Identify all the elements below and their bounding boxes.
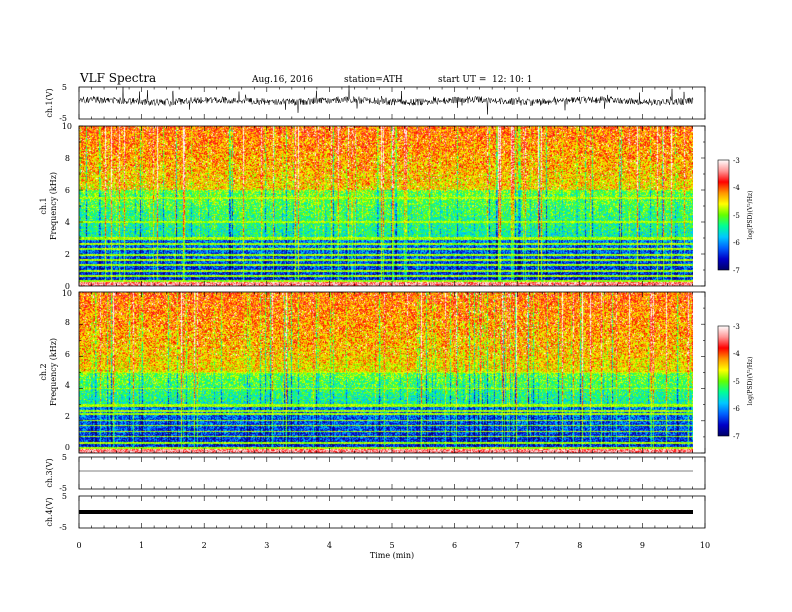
x-axis: 0 1 2 3 4 5 6 7 8 9 10 Time (min) bbox=[76, 541, 710, 560]
xtick-10: 10 bbox=[700, 541, 710, 550]
spec1-yticks: 0 2 4 6 8 10 bbox=[62, 122, 72, 291]
xtick-7: 7 bbox=[515, 541, 520, 550]
spec1-ytick-4: 4 bbox=[65, 218, 70, 227]
spec2-ylabel: Frequency (kHz) bbox=[49, 338, 58, 406]
spec1-colorbar-frame bbox=[717, 159, 730, 271]
figure-title: VLF Spectra bbox=[79, 71, 156, 85]
spec2-colorbar-gradient bbox=[718, 326, 729, 436]
spec1-ytick-8: 8 bbox=[65, 154, 70, 163]
ch3-ylabel: ch.3(V) bbox=[45, 458, 54, 487]
ch3-ytick-bottom: -5 bbox=[59, 484, 67, 493]
xtick-9: 9 bbox=[640, 541, 645, 550]
xtick-2: 2 bbox=[202, 541, 207, 550]
spec1-colorbar-gradient bbox=[718, 160, 729, 270]
spec1-cbar-tick-6: -6 bbox=[733, 239, 740, 247]
spec1-ytick-0: 0 bbox=[65, 282, 70, 291]
spec1-panel: 0 2 4 6 8 10 ch.1 Frequency (kHz) -3 -4 … bbox=[39, 122, 754, 291]
xtick-1: 1 bbox=[139, 541, 144, 550]
ch1-trace bbox=[78, 85, 694, 115]
spec2-cbar-tick-3: -3 bbox=[733, 323, 740, 331]
spec2-ytick-4: 4 bbox=[65, 381, 70, 390]
spec1-cbar-tick-5: -5 bbox=[733, 212, 740, 220]
spec2-ytick-0: 0 bbox=[65, 443, 70, 452]
spec1-cbar-tick-7: -7 bbox=[733, 267, 740, 275]
spec2-colorbar-label: log(PSD)(V²/Hz) bbox=[747, 357, 754, 406]
ch3-ytick-top: 5 bbox=[62, 453, 67, 462]
time-ticks bbox=[78, 87, 706, 528]
station-label: station=ATH bbox=[344, 75, 403, 85]
spec2-cbar-tick-6: -6 bbox=[733, 405, 740, 413]
ch4-ytick-bottom: -5 bbox=[59, 523, 67, 532]
spec1-ytick-10: 10 bbox=[62, 122, 72, 131]
xtick-0: 0 bbox=[76, 541, 81, 550]
ch1-ytick-bottom: -5 bbox=[59, 114, 67, 123]
spec2-cbar-tick-4: -4 bbox=[733, 350, 740, 358]
spec2-cbar-tick-5: -5 bbox=[733, 378, 740, 386]
spec2-heatmap bbox=[79, 292, 693, 453]
ch3-panel: 5 -5 ch.3(V) bbox=[45, 453, 706, 493]
spec2-ytick-8: 8 bbox=[65, 318, 70, 327]
start-ut-value: 12: 10: 1 bbox=[492, 75, 532, 85]
spec1-colorbar: -3 -4 -5 -6 -7 log(PSD)(V²/Hz) bbox=[717, 157, 754, 275]
spec2-panel: 0 2 4 6 8 10 ch.2 Frequency (kHz) -3 -4 … bbox=[39, 289, 754, 454]
spec2-ytick-10: 10 bbox=[62, 289, 72, 298]
spec1-cbar-tick-4: -4 bbox=[733, 184, 740, 192]
spec2-colorbar-frame bbox=[717, 325, 730, 437]
xtick-4: 4 bbox=[327, 541, 332, 550]
spec2-ytick-6: 6 bbox=[65, 350, 70, 359]
ch1-ylabel: ch.1(V) bbox=[45, 88, 54, 117]
xtick-8: 8 bbox=[577, 541, 582, 550]
xtick-6: 6 bbox=[452, 541, 457, 550]
ch1-panel: 5 -5 ch.1(V) bbox=[45, 83, 706, 123]
spec1-colorbar-label: log(PSD)(V²/Hz) bbox=[747, 191, 754, 240]
ch1-ytick-top: 5 bbox=[62, 83, 67, 92]
spec1-ytick-6: 6 bbox=[65, 186, 70, 195]
xtick-5: 5 bbox=[389, 541, 394, 550]
spec2-ylabel-channel: ch.2 bbox=[39, 363, 48, 380]
spec2-colorbar: -3 -4 -5 -6 -7 log(PSD)(V²/Hz) bbox=[717, 323, 754, 441]
spec1-heatmap bbox=[79, 126, 693, 286]
spec1-ylabel-channel: ch.1 bbox=[39, 197, 48, 214]
spec2-cbar-tick-7: -7 bbox=[733, 433, 740, 441]
spec2-yticks: 0 2 4 6 8 10 bbox=[62, 289, 72, 452]
xtick-3: 3 bbox=[264, 541, 269, 550]
spec2-ytick-2: 2 bbox=[65, 412, 70, 421]
spec1-ytick-2: 2 bbox=[65, 250, 70, 259]
spec1-cbar-tick-3: -3 bbox=[733, 157, 740, 165]
ch4-panel: 5 -5 ch.4(V) bbox=[45, 492, 706, 532]
x-axis-label: Time (min) bbox=[370, 551, 414, 560]
ch4-ytick-top: 5 bbox=[62, 492, 67, 501]
start-ut-label: start UT = bbox=[438, 75, 486, 85]
ch4-ylabel: ch.4(V) bbox=[45, 497, 54, 526]
date-label: Aug.16, 2016 bbox=[251, 75, 313, 85]
spec1-ylabel: Frequency (kHz) bbox=[49, 172, 58, 240]
